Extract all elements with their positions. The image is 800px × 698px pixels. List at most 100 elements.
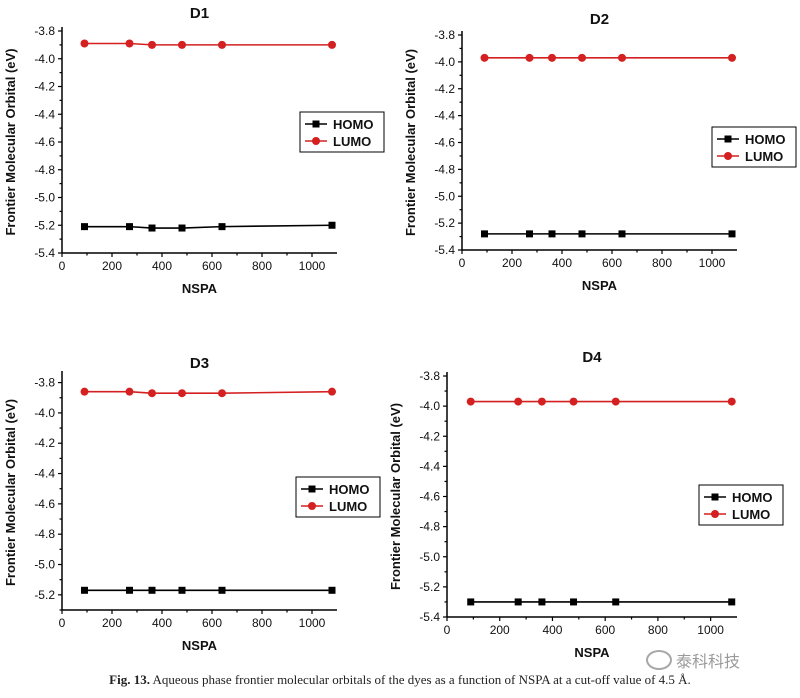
legend-label-lumo: LUMO (333, 134, 371, 149)
panel-title: D1 (190, 5, 209, 22)
y-tick-label: -4.0 (34, 52, 55, 66)
legend-label-homo: HOMO (732, 490, 772, 505)
x-tick-label: 200 (490, 623, 510, 637)
x-tick-label: 1000 (699, 256, 726, 270)
data-point-homo (126, 223, 133, 231)
data-point-homo (81, 586, 88, 594)
y-tick-label: -5.0 (34, 558, 55, 572)
data-point-homo (328, 586, 336, 594)
legend-box (698, 484, 784, 526)
x-tick-label: 800 (652, 256, 672, 270)
x-tick-label: 600 (202, 616, 222, 630)
x-tick-label: 200 (102, 259, 122, 273)
x-axis-title: NSPA (574, 645, 610, 660)
x-tick-label: 800 (252, 616, 272, 630)
data-point-homo (728, 598, 736, 606)
x-tick-label: 200 (502, 256, 522, 270)
wechat-icon (646, 650, 672, 670)
y-tick-label: -4.8 (34, 163, 55, 177)
y-tick-label: -4.6 (34, 497, 55, 511)
y-tick-label: -4.4 (34, 467, 55, 481)
data-point-lumo (218, 389, 226, 398)
y-tick-label: -4.2 (419, 429, 440, 443)
y-tick-label: -3.8 (34, 24, 55, 38)
data-point-homo (538, 598, 546, 606)
x-tick-label: 1000 (697, 623, 724, 637)
watermark-text: 泰科科技 (676, 652, 741, 671)
legend-label-homo: HOMO (329, 482, 369, 497)
legend-box (299, 111, 385, 153)
y-tick-label: -5.2 (434, 216, 455, 230)
y-tick-label: -4.2 (434, 82, 455, 96)
legend-marker-lumo (312, 137, 320, 145)
caption-label: Fig. 13. (109, 672, 150, 687)
y-tick-label: -5.4 (419, 610, 440, 624)
y-tick-label: -4.2 (34, 80, 55, 94)
x-tick-label: 400 (152, 259, 172, 273)
data-point-lumo (514, 397, 523, 406)
series-line-lumo (84, 390, 333, 394)
data-point-lumo (548, 53, 556, 62)
data-point-homo (618, 230, 626, 238)
y-tick-label: -3.8 (434, 28, 455, 42)
legend-label-lumo: LUMO (329, 499, 367, 514)
data-point-lumo (525, 53, 534, 62)
panel-title: D2 (590, 11, 609, 28)
data-point-lumo (80, 387, 89, 396)
data-point-lumo (148, 389, 156, 398)
y-tick-label: -5.2 (419, 580, 440, 594)
panel-title: D3 (190, 355, 209, 372)
data-point-homo (81, 223, 88, 231)
data-point-lumo (328, 40, 336, 49)
y-tick-label: -4.0 (34, 406, 55, 420)
x-tick-label: 0 (444, 623, 451, 637)
y-tick-label: -4.6 (434, 136, 455, 150)
y-tick-label: -5.4 (434, 243, 455, 257)
y-tick-label: -4.6 (419, 490, 440, 504)
x-tick-label: 1000 (299, 616, 326, 630)
legend-label-lumo: LUMO (745, 149, 783, 164)
y-tick-label: -4.2 (34, 436, 55, 450)
y-tick-label: -4.8 (434, 162, 455, 176)
series-line-homo (84, 224, 333, 229)
x-tick-label: 1000 (299, 259, 326, 273)
y-tick-label: -4.8 (419, 520, 440, 534)
y-tick-label: -5.0 (419, 550, 440, 564)
data-point-lumo (611, 397, 620, 406)
y-tick-label: -5.0 (34, 191, 55, 205)
data-point-homo (526, 230, 533, 238)
y-tick-label: -4.4 (434, 109, 455, 123)
y-tick-label: -5.2 (34, 218, 55, 232)
x-tick-label: 0 (59, 259, 66, 273)
data-point-homo (148, 224, 156, 232)
chart-panel-d2: D2 0 200 400 600 800 1000 -3.8 -4.0 -4.2 -4.4 -4.6 -… (403, 11, 797, 293)
y-tick-label: -4.4 (419, 459, 440, 473)
data-point-homo (218, 586, 226, 594)
x-axis-title: NSPA (182, 281, 218, 296)
y-axis-title: Frontier Molecular Orbital (eV) (3, 48, 18, 235)
data-point-homo (728, 230, 736, 238)
data-point-homo (148, 586, 156, 594)
x-tick-label: 800 (648, 623, 668, 637)
y-tick-label: -5.2 (34, 588, 55, 602)
watermark: 泰科科技 (646, 648, 740, 672)
data-point-lumo (148, 40, 156, 49)
chart-panel-d4: D4 0 200 400 600 800 1000 -3.8 -4.0 -4.2 -4.4 -4.6 -… (388, 349, 784, 660)
data-point-lumo (218, 40, 226, 49)
y-tick-label: -4.0 (419, 399, 440, 413)
y-tick-label: -4.4 (34, 107, 55, 121)
data-point-lumo (178, 389, 186, 398)
legend-marker-lumo (711, 510, 719, 518)
data-point-lumo (727, 397, 736, 406)
series-line-lumo (84, 42, 332, 46)
data-point-lumo (480, 53, 489, 62)
y-tick-label: -3.8 (34, 376, 55, 390)
data-point-homo (514, 598, 522, 606)
legend-label-homo: HOMO (333, 117, 373, 132)
data-point-lumo (578, 53, 586, 62)
y-axis-title: Frontier Molecular Orbital (eV) (3, 399, 18, 586)
x-tick-label: 200 (102, 616, 122, 630)
legend-marker-lumo (724, 152, 732, 160)
x-tick-label: 600 (602, 256, 622, 270)
